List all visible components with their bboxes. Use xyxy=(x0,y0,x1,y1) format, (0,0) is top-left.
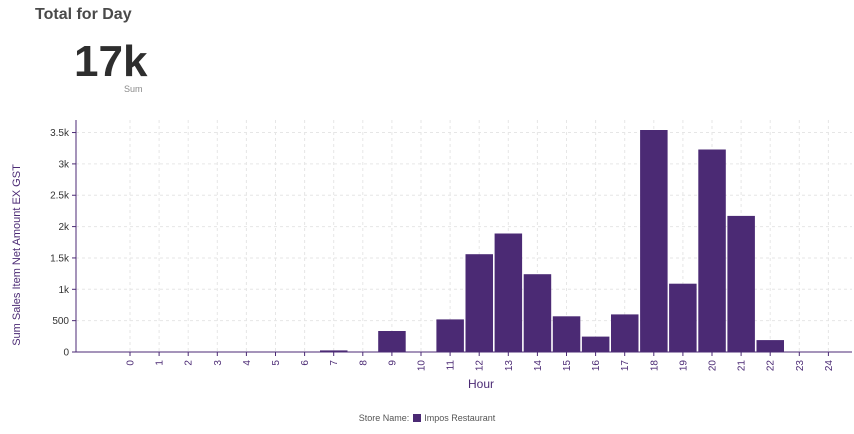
x-tick-label: 23 xyxy=(795,360,806,372)
legend-swatch xyxy=(413,414,422,422)
x-tick-label: 11 xyxy=(446,360,457,371)
y-tick-label: 3.5k xyxy=(50,128,70,139)
y-axis-label: Sum Sales Item Net Amount EX GST xyxy=(11,164,23,346)
x-axis-label: Hour xyxy=(468,377,494,391)
bar-hour-16 xyxy=(581,336,610,352)
x-tick-label: 9 xyxy=(387,360,398,366)
y-tick-label: 1k xyxy=(58,285,70,296)
x-tick-label: 18 xyxy=(649,360,660,372)
y-tick-label: 1.5k xyxy=(50,253,70,264)
x-tick-label: 1 xyxy=(155,360,166,366)
x-tick-label: 6 xyxy=(300,360,311,366)
x-tick-label: 8 xyxy=(358,360,369,366)
bars xyxy=(320,130,784,352)
bar-hour-21 xyxy=(727,215,755,352)
x-tick-label: 17 xyxy=(620,360,631,372)
legend: Store Name: Impos Restaurant xyxy=(0,413,854,423)
x-tick-label: 13 xyxy=(504,360,515,372)
grid-lines xyxy=(76,120,852,352)
x-tick-label: 10 xyxy=(417,360,428,372)
bar-hour-7 xyxy=(320,350,348,352)
x-tick-label: 7 xyxy=(329,360,340,366)
bar-hour-9 xyxy=(378,331,406,352)
bar-hour-20 xyxy=(698,149,726,352)
x-tick-label: 5 xyxy=(271,360,282,366)
x-tick-label: 0 xyxy=(126,360,137,366)
bar-hour-12 xyxy=(465,254,493,352)
bar-hour-19 xyxy=(669,283,697,352)
legend-title: Store Name: xyxy=(358,413,410,423)
bar-hour-13 xyxy=(494,233,523,352)
x-tick-label: 21 xyxy=(737,360,748,372)
x-tick-label: 19 xyxy=(678,360,689,372)
x-tick-label: 3 xyxy=(213,360,224,366)
x-tick-label: 20 xyxy=(708,360,719,372)
bar-hour-18 xyxy=(640,130,668,352)
y-tick-label: 3k xyxy=(58,159,70,170)
y-tick-label: 500 xyxy=(52,316,69,327)
x-tick-label: 24 xyxy=(824,360,835,372)
x-tick-label: 14 xyxy=(533,360,544,372)
bar-hour-22 xyxy=(756,340,784,352)
y-tick-label: 2.5k xyxy=(50,191,70,202)
bar-hour-14 xyxy=(523,274,552,352)
x-tick-label: 12 xyxy=(475,360,486,372)
y-tick-labels: 0 500 1k 1.5k 2k 2.5k 3k 3.5k xyxy=(50,128,76,359)
x-tick-label: 22 xyxy=(766,360,777,372)
bar-hour-11 xyxy=(436,319,464,352)
y-tick-label: 0 xyxy=(63,348,69,359)
chart-title: Total for Day xyxy=(35,6,132,23)
kpi-sum-value: 17k xyxy=(74,37,148,86)
bar-hour-15 xyxy=(552,316,581,352)
x-tick-label: 16 xyxy=(591,360,602,372)
y-tick-label: 2k xyxy=(58,222,70,233)
x-tick-label: 2 xyxy=(184,360,195,366)
bar-hour-17 xyxy=(611,314,639,352)
x-tick-label: 4 xyxy=(242,360,253,366)
x-tick-label: 15 xyxy=(562,360,573,372)
legend-entry: Impos Restaurant xyxy=(424,413,496,423)
axes xyxy=(75,120,852,353)
x-tick-labels: 0 1 2 3 4 5 6 7 8 9 10 11 12 13 14 15 16 17 18 19 20 21 22 23 24 xyxy=(126,352,835,371)
kpi-sum-label: Sum xyxy=(124,84,143,94)
